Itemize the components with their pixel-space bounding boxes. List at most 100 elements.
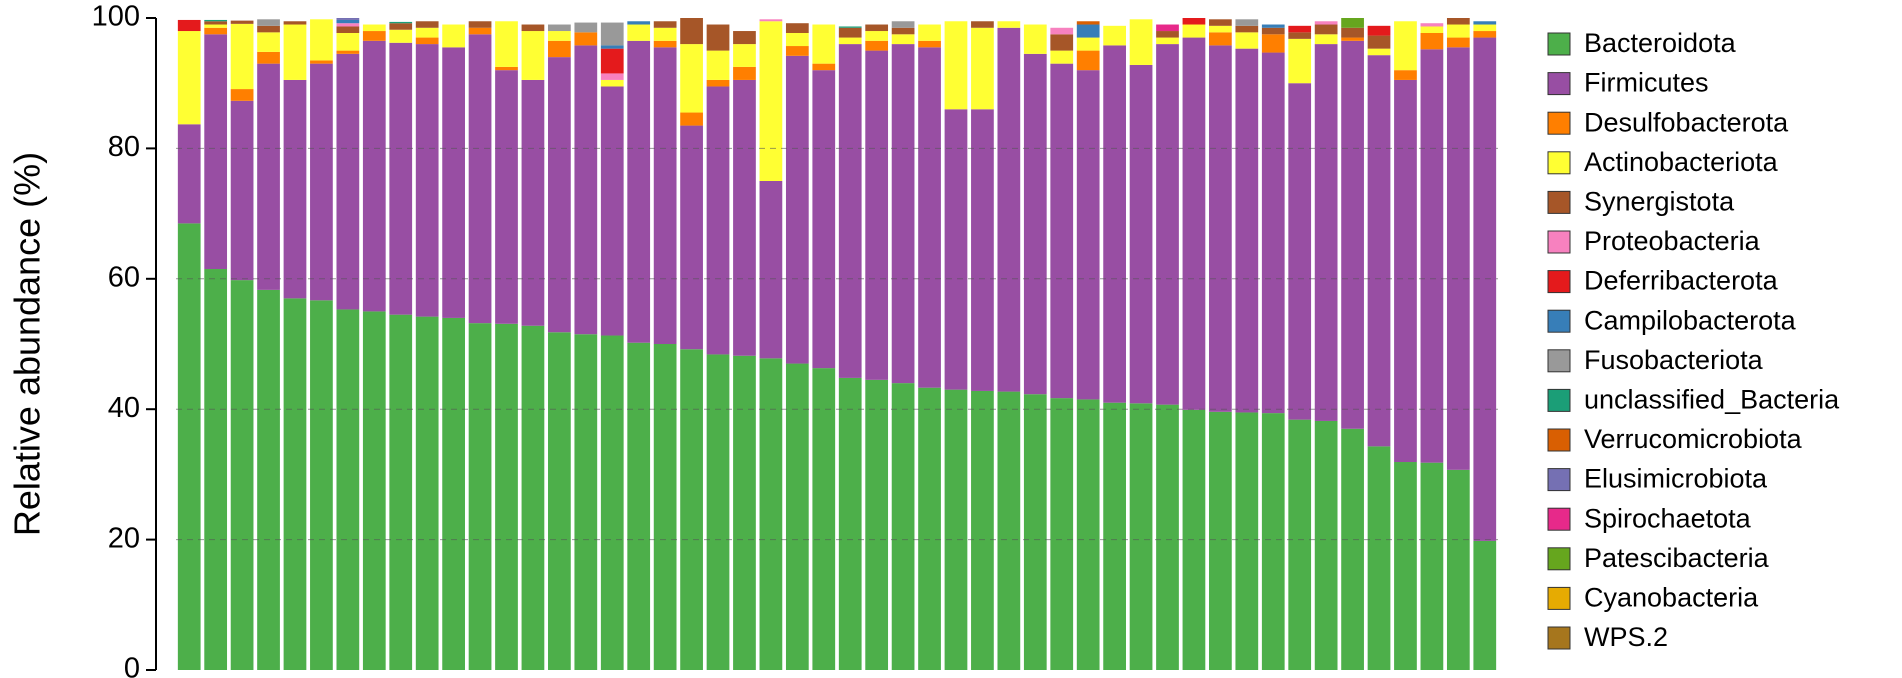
bar-segment (574, 22, 598, 33)
bar-segment (257, 19, 280, 26)
bar-segment (336, 19, 360, 24)
bar-segment (1023, 53, 1047, 395)
bar-segment (1103, 25, 1126, 46)
bar-segment (1023, 24, 1047, 54)
bar-segment (733, 44, 756, 67)
legend-label: unclassified_Bacteria (1584, 385, 1840, 415)
bar-segment (336, 53, 360, 310)
bar-segment (891, 44, 915, 384)
bar-segment (627, 342, 651, 670)
bar-segment (442, 317, 465, 670)
y-tick-label: 80 (108, 131, 140, 163)
bar-segment (865, 50, 889, 380)
bar-segment (1050, 27, 1074, 35)
legend-swatch (1547, 230, 1571, 254)
bar-segment (733, 66, 756, 80)
bar-segment (468, 34, 492, 324)
bar-segment (1076, 21, 1100, 25)
legend-swatch (1547, 507, 1571, 531)
bar-segment (865, 40, 889, 51)
bar-segment (1341, 27, 1364, 38)
bar-segment (1129, 64, 1153, 404)
bar-segment (1288, 25, 1312, 33)
bar-segment (1367, 48, 1391, 56)
legend-label: Patescibacteria (1584, 543, 1770, 573)
bar-segment (177, 19, 201, 32)
bar-segment (1341, 40, 1364, 429)
bar-segment (310, 63, 333, 301)
bar-segment (257, 289, 280, 670)
bar-segment (1420, 49, 1444, 463)
bar-segment (1156, 24, 1179, 32)
legend-label: Fusobacteriota (1584, 345, 1764, 375)
bar-segment (1076, 24, 1100, 38)
bar-segment (838, 37, 862, 45)
bar-segment (468, 21, 492, 28)
bar-segment (495, 66, 518, 71)
bar-segment (785, 55, 809, 364)
bar-segment (918, 47, 941, 388)
bar-segment (1367, 35, 1391, 49)
bar-segment (521, 24, 545, 32)
bar-segment (1314, 24, 1338, 35)
bar-segment (838, 44, 862, 378)
legend-swatch (1547, 72, 1571, 96)
bar-segment (468, 323, 492, 670)
bar-segment (600, 79, 624, 87)
legend-label: Campilobacterota (1584, 305, 1797, 335)
bar-segment (680, 349, 703, 670)
bar-segment (733, 355, 756, 670)
bar-segment (1288, 419, 1312, 670)
bar-segment (1209, 411, 1232, 670)
bar-segment (1182, 37, 1206, 410)
bar-segment (415, 27, 439, 38)
bar-segment (1473, 24, 1497, 32)
bar-segment (1473, 540, 1497, 670)
bar-segment (574, 32, 598, 46)
bar-segment (1394, 462, 1417, 670)
bar-segment (812, 24, 836, 64)
bar-segment (600, 73, 624, 80)
y-tick-label: 40 (108, 392, 140, 424)
bar-segment (415, 44, 439, 317)
bar-segment (1076, 37, 1100, 51)
bar-segment (1341, 428, 1364, 670)
bar-segment (653, 21, 677, 28)
bar-segment (1209, 25, 1232, 33)
bar-segment (1420, 462, 1444, 670)
bar-segment (971, 21, 994, 28)
bar-segment (812, 63, 836, 71)
bar-segment (1076, 399, 1100, 670)
bar-segment (204, 27, 228, 35)
bar-segment (706, 24, 730, 51)
bar-segment (336, 26, 360, 33)
bar-segment (627, 21, 651, 25)
bar-segment (1288, 38, 1312, 84)
legend-swatch (1547, 190, 1571, 214)
bar-segment (1050, 50, 1074, 64)
bar-segment (310, 60, 333, 64)
bar-segment (1261, 27, 1285, 35)
bar-segment (548, 57, 571, 333)
bar-segment (310, 19, 333, 61)
bar-segment (600, 335, 624, 670)
bar-segment (759, 181, 783, 359)
bar-segment (442, 47, 465, 318)
legend-swatch (1547, 428, 1571, 452)
bar-segment (1076, 50, 1100, 71)
bar-segment (1050, 398, 1074, 670)
bar-segment (1446, 469, 1470, 670)
bar-segment (706, 79, 730, 87)
bar-segment (944, 109, 968, 390)
bar-segment (1367, 55, 1391, 447)
bar-segment (310, 300, 333, 670)
bar-segment (997, 21, 1021, 28)
bar-segment (1261, 24, 1285, 28)
bar-segment (548, 24, 571, 32)
bar-segment (177, 124, 201, 224)
bar-segment (706, 50, 730, 80)
bar-segment (759, 19, 783, 22)
bar-segment (521, 325, 545, 670)
bar-segment (1050, 34, 1074, 51)
bar-segment (389, 21, 413, 24)
